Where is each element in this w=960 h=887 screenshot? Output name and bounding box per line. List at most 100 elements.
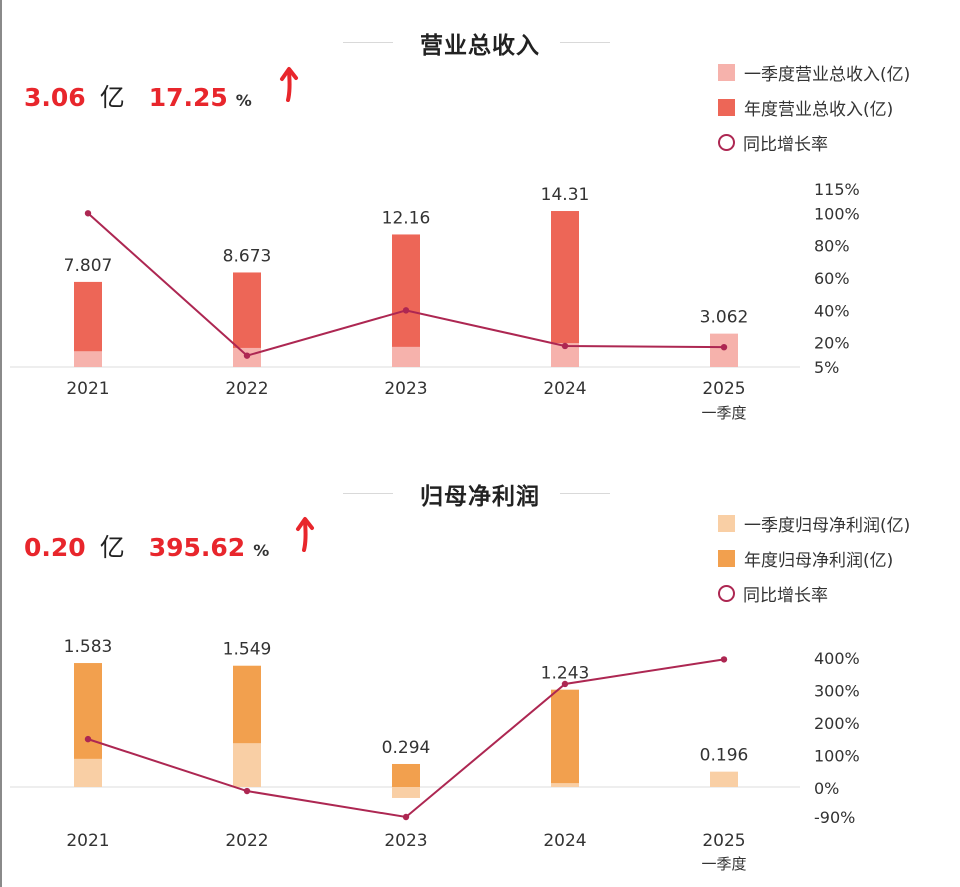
chart-title: 营业总收入 [420, 33, 540, 59]
bar-value-label: 1.549 [223, 640, 272, 660]
y2-tick-label: -90% [814, 808, 855, 827]
x-tick-label: 2024 [543, 831, 586, 851]
annual-bar [392, 234, 420, 367]
bar-value-label: 8.673 [223, 246, 272, 266]
annual-bar [392, 763, 420, 787]
y2-tick-label: 40% [814, 301, 850, 320]
headline-summary: 3.06 亿 17.25 % [24, 78, 252, 114]
x-tick-label: 2023 [384, 379, 427, 399]
left-border [0, 0, 2, 887]
growth-rate-point [243, 352, 251, 359]
growth-rate-point [561, 342, 569, 350]
headline-change: 395.62 [148, 533, 246, 562]
bar-value-label: 0.294 [382, 738, 431, 758]
bar-value-label: 7.807 [64, 256, 113, 276]
quarter-bar [74, 351, 102, 367]
legend-item-growth: 同比增长率 [718, 576, 910, 611]
y2-tick-label: 200% [814, 714, 860, 733]
legend-label-quarter: 一季度营业总收入(亿) [744, 65, 911, 85]
x-tick-label: 2025 [702, 831, 745, 851]
y2-tick-label: 5% [814, 358, 839, 377]
bar-value-label: 14.31 [541, 185, 590, 205]
y2-tick-label: 100% [814, 204, 860, 223]
y2-tick-label: 60% [814, 269, 850, 288]
title-rule-right [560, 493, 610, 494]
x-tick-label: 2021 [66, 831, 109, 851]
legend-ring-icon [718, 134, 735, 151]
legend-item-annual: 年度营业总收入(亿) [718, 90, 910, 125]
annual-bar [551, 689, 579, 787]
bar-value-label: 3.062 [700, 308, 749, 328]
title-rule-left [343, 493, 393, 494]
x-tick-label: 2022 [225, 379, 268, 399]
legend-swatch-annual [718, 550, 735, 567]
growth-rate-point [720, 343, 728, 351]
bar-value-label: 12.16 [382, 208, 431, 228]
x-tick-sublabel: 一季度 [701, 404, 746, 422]
y2-tick-label: 100% [814, 746, 860, 765]
revenue-panel: 营业总收入 3.06 亿 17.25 % 一季度营业总收入(亿) 年度营业总收入… [0, 0, 960, 443]
legend-label-growth: 同比增长率 [743, 135, 828, 155]
legend-item-quarter: 一季度营业总收入(亿) [718, 55, 910, 90]
legend-ring-icon [718, 585, 735, 602]
headline-value: 0.20 [24, 533, 86, 562]
x-tick-label: 2024 [543, 379, 586, 399]
quarter-bar [233, 743, 261, 787]
up-arrow-icon [296, 517, 314, 552]
growth-rate-point [243, 787, 251, 795]
legend-swatch-quarter [718, 515, 735, 532]
quarter-bar [392, 787, 420, 798]
annual-bar [551, 211, 579, 367]
legend-label-quarter: 一季度归母净利润(亿) [744, 516, 911, 536]
x-tick-label: 2021 [66, 379, 109, 399]
legend: 一季度营业总收入(亿) 年度营业总收入(亿) 同比增长率 [718, 55, 910, 160]
legend-swatch-quarter [718, 64, 735, 81]
legend-item-annual: 年度归母净利润(亿) [718, 541, 910, 576]
profit-chart: 1.583 2021 1.549 2022 0.294 2023 1.243 2024 0.19… [10, 637, 860, 873]
legend: 一季度归母净利润(亿) 年度归母净利润(亿) 同比增长率 [718, 506, 910, 611]
x-tick-label: 2023 [384, 831, 427, 851]
headline-unit: 亿 [99, 83, 125, 112]
legend-label-annual: 年度营业总收入(亿) [744, 100, 894, 120]
x-tick-label: 2022 [225, 831, 268, 851]
headline-value: 3.06 [24, 83, 86, 112]
title-rule-right [560, 42, 610, 43]
bar-value-label: 0.196 [700, 746, 749, 766]
growth-rate-point [561, 680, 569, 688]
y2-tick-label: 20% [814, 334, 850, 353]
bar-value-label: 1.243 [541, 664, 590, 684]
legend-label-growth: 同比增长率 [743, 586, 828, 606]
y2-tick-label: 300% [814, 681, 860, 700]
quarter-bar [392, 346, 420, 367]
y2-tick-label: 400% [814, 649, 860, 668]
legend-label-annual: 年度归母净利润(亿) [744, 551, 894, 571]
profit-panel: 归母净利润 0.20 亿 395.62 % 一季度归母净利润(亿) 年度归母净利… [0, 444, 960, 887]
legend-swatch-annual [718, 99, 735, 116]
y2-tick-label: 0% [814, 779, 839, 798]
headline-unit: 亿 [99, 533, 125, 562]
growth-rate-point [402, 307, 410, 314]
headline-summary: 0.20 亿 395.62 % [24, 528, 269, 564]
revenue-chart: 7.807 2021 8.673 2022 12.16 2023 14.31 2024 3.06… [10, 180, 860, 422]
growth-rate-point [402, 813, 410, 821]
y2-tick-label: 115% [814, 180, 860, 199]
legend-item-growth: 同比增长率 [718, 125, 910, 160]
x-tick-label: 2025 [702, 379, 745, 399]
up-arrow-icon [280, 67, 298, 102]
growth-rate-point [84, 735, 92, 743]
headline-change-unit: % [235, 91, 252, 110]
headline-change-unit: % [253, 541, 270, 560]
quarter-bar [551, 343, 579, 367]
chart-title: 归母净利润 [420, 484, 540, 510]
bar-value-label: 1.583 [64, 637, 113, 657]
quarter-bar [74, 758, 102, 787]
growth-rate-point [84, 210, 92, 217]
x-tick-sublabel: 一季度 [701, 855, 746, 873]
legend-item-quarter: 一季度归母净利润(亿) [718, 506, 910, 541]
quarter-bar [551, 783, 579, 787]
y2-tick-label: 80% [814, 237, 850, 256]
quarter-bar [710, 771, 738, 787]
growth-rate-point [720, 656, 728, 663]
headline-change: 17.25 [148, 83, 228, 112]
title-rule-left [343, 42, 393, 43]
